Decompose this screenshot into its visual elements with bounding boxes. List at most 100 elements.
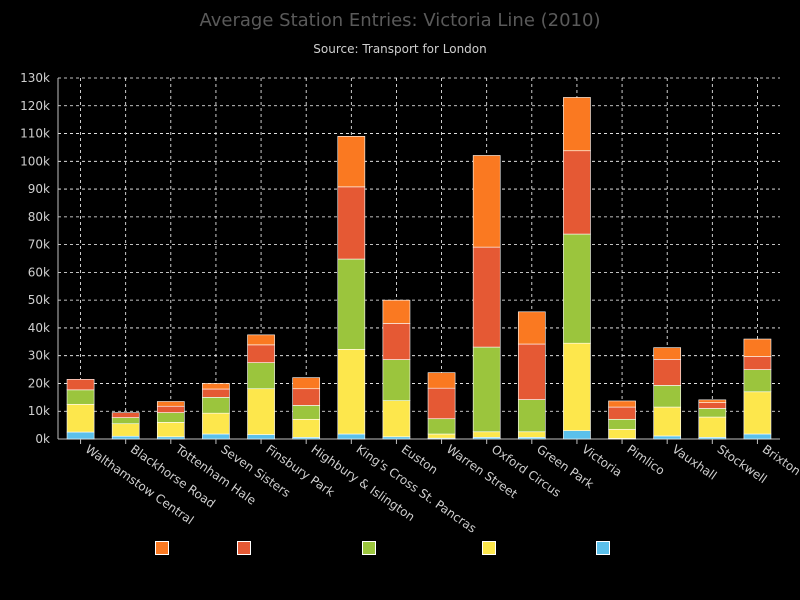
bar-segment (427, 418, 456, 435)
bar-segment (608, 428, 636, 439)
bar-segment (653, 435, 682, 440)
legend-swatch (237, 541, 251, 555)
legend-swatch (596, 541, 610, 555)
bar-segment (427, 433, 456, 439)
bar-segment (382, 299, 411, 324)
bar-segment (743, 433, 772, 440)
bar-segment (337, 136, 366, 188)
y-tick-label: 30k (28, 349, 50, 363)
bar-segment (382, 400, 411, 438)
y-tick-label: 90k (28, 182, 50, 196)
bar-segment (156, 405, 185, 413)
bar-segment (517, 311, 546, 345)
bar-segment (472, 431, 501, 438)
y-tick-label: 70k (28, 238, 50, 252)
bar-segment (382, 359, 411, 401)
bar-segment (743, 356, 772, 370)
y-tick-label: 60k (28, 265, 50, 279)
bar-segment (653, 385, 682, 408)
bar-segment (337, 433, 366, 440)
bar-segment (698, 408, 727, 418)
legend-swatch (362, 541, 376, 555)
legend-swatch (482, 541, 496, 555)
bar-segment (698, 399, 727, 403)
bar-segment (337, 349, 366, 435)
bar-segment (292, 418, 321, 438)
bar-segment (156, 436, 185, 440)
bar-segment (427, 387, 456, 420)
y-tick-label: 40k (28, 321, 50, 335)
bar-segment (111, 412, 140, 418)
legend-item[interactable] (362, 541, 376, 555)
legend-item[interactable] (155, 541, 169, 555)
bar-segment (563, 233, 591, 344)
y-tick-label: 80k (28, 210, 50, 224)
y-tick-label: 110k (20, 127, 50, 141)
bar-segment (563, 150, 591, 235)
bar-segment (247, 362, 275, 390)
x-tick-label: Vauxhall (669, 442, 719, 483)
bar-segment (156, 401, 185, 407)
bar-segment (653, 406, 682, 437)
bar-segment (202, 383, 230, 390)
bar-segment (563, 97, 591, 152)
bar-segment (337, 186, 366, 260)
bar-segment (472, 346, 501, 433)
bar-segment (66, 378, 95, 391)
bar-segment (202, 397, 230, 414)
bar-segment (292, 388, 321, 406)
bar-segment (111, 423, 140, 437)
bar-segment (563, 430, 591, 440)
bar-segment (292, 377, 321, 390)
bar-segment (698, 402, 727, 409)
bar-segment (743, 338, 772, 357)
legend (0, 541, 800, 561)
bar-segment (292, 405, 321, 420)
y-tick-label: 50k (28, 293, 50, 307)
chart-subtitle: Source: Transport for London (313, 42, 487, 56)
bar-segment (156, 422, 185, 438)
bar-segment (247, 434, 275, 440)
bar-segment (66, 389, 95, 405)
bar-segment (202, 412, 230, 435)
bar-segment (608, 418, 636, 430)
bar-segment (247, 388, 275, 435)
y-tick-label: 100k (20, 154, 50, 168)
bar-segment (382, 436, 411, 440)
y-tick-label: 10k (28, 404, 50, 418)
bar-segment (202, 433, 230, 440)
bar-segment (563, 342, 591, 431)
legend-item[interactable] (596, 541, 610, 555)
bar-segment (247, 344, 275, 363)
y-tick-label: 130k (20, 71, 50, 85)
y-tick-label: 120k (20, 99, 50, 113)
bar-segment (427, 372, 456, 389)
bar-segment (111, 435, 140, 440)
bar-segment (382, 323, 411, 360)
bar-segment (698, 416, 727, 438)
bar-segment (517, 343, 546, 400)
bar-segment (653, 347, 682, 360)
bar-segment (517, 399, 546, 433)
y-tick-label: 20k (28, 376, 50, 390)
bar-segment (66, 431, 95, 440)
bar-segment (337, 258, 366, 350)
bar-segment (743, 369, 772, 393)
bar-segment (608, 400, 636, 408)
bar-segment (653, 359, 682, 386)
bar-segment (111, 417, 140, 425)
bar-segment (472, 246, 501, 348)
legend-item[interactable] (482, 541, 496, 555)
bar-segment (472, 155, 501, 248)
bar-segment (202, 388, 230, 398)
bar-segment (743, 391, 772, 435)
legend-swatch (155, 541, 169, 555)
y-tick-label: 0k (35, 432, 50, 446)
bar-segment (247, 334, 275, 346)
x-tick-label: Pimlico (624, 442, 667, 478)
legend-item[interactable] (237, 541, 251, 555)
chart-title: Average Station Entries: Victoria Line (… (199, 10, 601, 31)
bar-segment (517, 431, 546, 438)
